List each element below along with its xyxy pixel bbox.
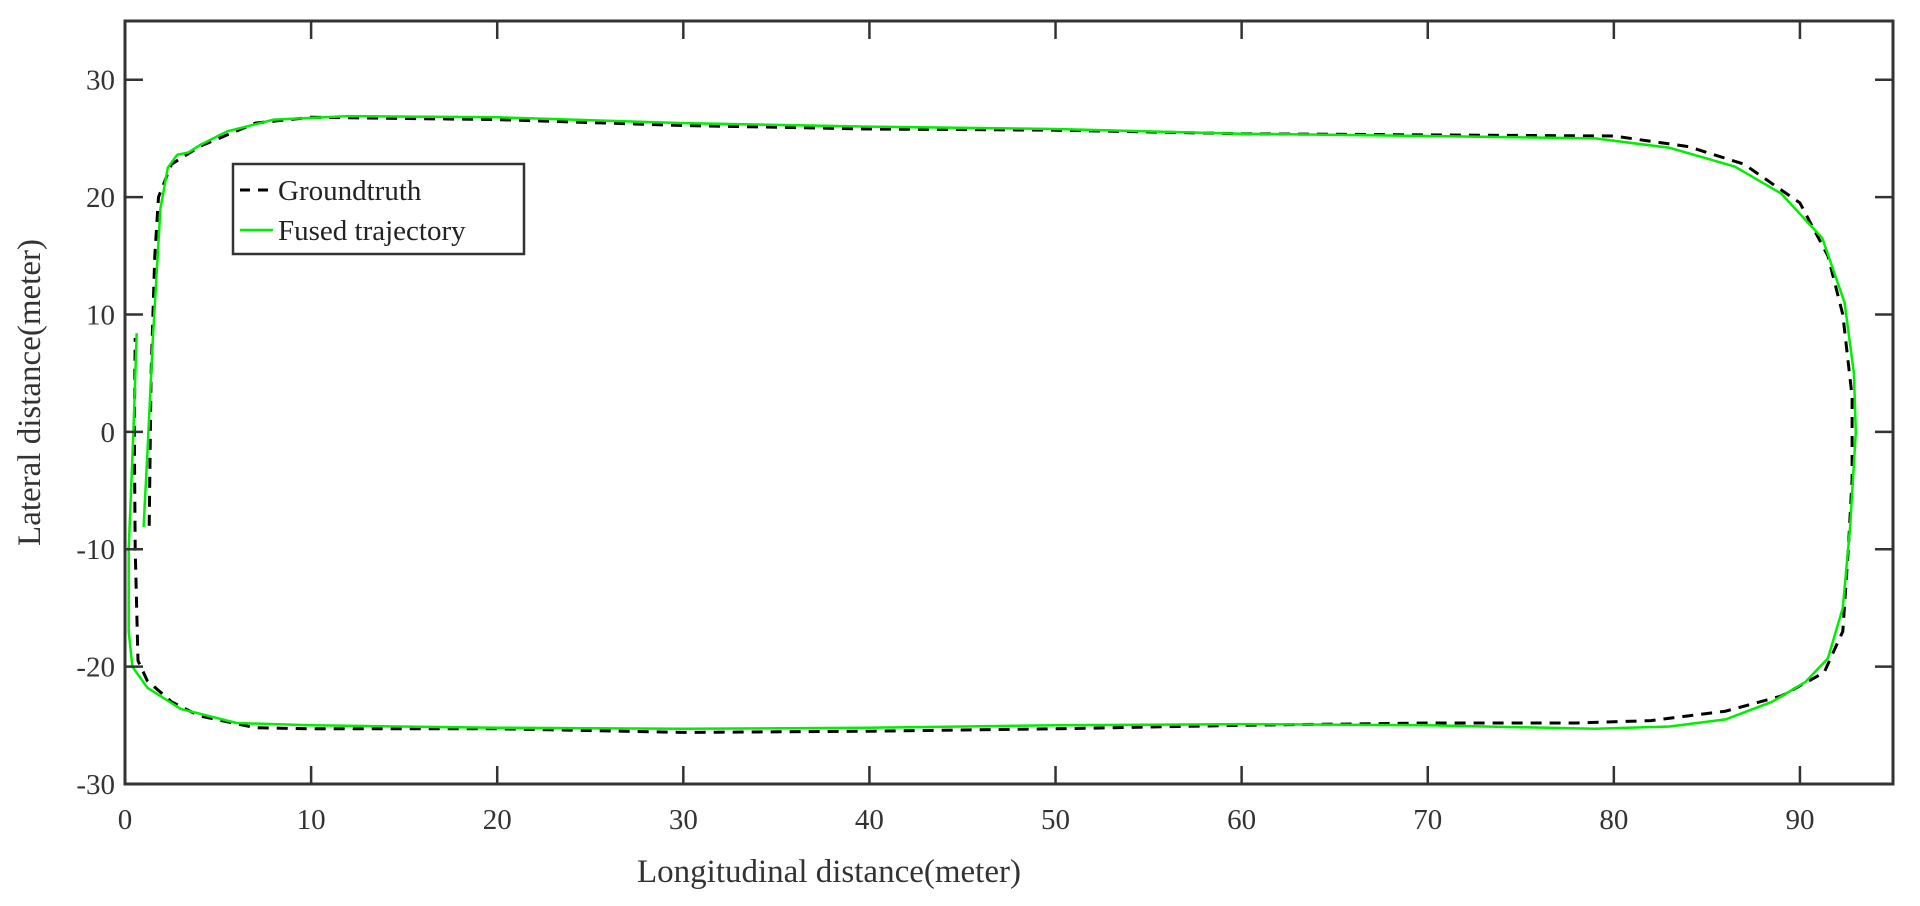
legend-label-fused-trajectory: Fused trajectory	[278, 215, 466, 247]
legend-box	[231, 162, 526, 256]
axis-ticks: 0 10 20 30 40 50 60 70 80 90 -30 -20 -10 0 10 20 30	[76, 21, 1893, 836]
x-tick-label: 80	[1599, 804, 1628, 836]
legend-label-groundtruth: Groundtruth	[278, 175, 422, 207]
y-tick-label: 20	[86, 182, 115, 214]
x-tick-label: 30	[669, 804, 698, 836]
plot-marks	[127, 114, 1858, 734]
y-tick-label: 30	[86, 65, 115, 97]
x-tick-label: 70	[1413, 804, 1442, 836]
x-tick-label: 60	[1227, 804, 1256, 836]
y-tick-label: 10	[86, 299, 115, 331]
x-tick-label: 90	[1785, 804, 1814, 836]
legend: Groundtruth Fused trajectory	[231, 162, 526, 256]
plot-frame	[123, 19, 1895, 786]
y-axis-label: Lateral distance(meter)	[12, 239, 48, 546]
x-tick-label: 10	[297, 804, 326, 836]
series-line-fused-trajectory	[127, 114, 1858, 731]
x-axis-label: Longitudinal distance(meter)	[637, 854, 1021, 890]
y-tick-label: 0	[101, 417, 116, 449]
y-tick-label: -20	[76, 652, 115, 684]
y-tick-label: -30	[76, 769, 115, 801]
x-tick-label: 0	[118, 804, 133, 836]
x-tick-label: 20	[483, 804, 512, 836]
y-tick-label: -10	[76, 534, 115, 566]
x-tick-label: 40	[855, 804, 884, 836]
x-tick-label: 50	[1041, 804, 1070, 836]
